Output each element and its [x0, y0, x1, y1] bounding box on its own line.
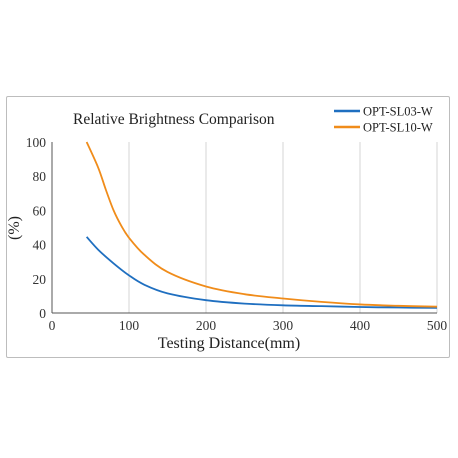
y-axis-label: (%)	[7, 216, 23, 240]
chart-svg: Relative Brightness Comparison 0 100 200 30…	[7, 105, 448, 353]
chart-title: Relative Brightness Comparison	[73, 111, 275, 128]
axes-layer	[51, 142, 437, 314]
legend: OPT-SL03-W OPT-SL10-W	[334, 105, 433, 135]
grid-layer	[128, 142, 438, 313]
series-line-opt-sl10-w	[85, 141, 438, 308]
legend-label-opt-sl10-w: OPT-SL10-W	[363, 121, 433, 135]
y-tick-label: 60	[33, 203, 47, 218]
series-layer	[85, 141, 438, 309]
x-tick-label: 100	[119, 318, 140, 333]
y-tick-label: 0	[39, 306, 46, 321]
y-tick-label: 40	[33, 238, 47, 253]
y-tick-label: 80	[33, 169, 47, 184]
tick-layer: 0 100 200 300 400 500 0 20 40 60 80 100	[26, 135, 448, 333]
chart-frame: Relative Brightness Comparison 0 100 200 30…	[6, 96, 450, 358]
y-tick-label: 100	[26, 135, 47, 150]
x-tick-label: 300	[273, 318, 294, 333]
x-tick-label: 200	[196, 318, 217, 333]
x-tick-label: 0	[49, 318, 56, 333]
x-axis-label: Testing Distance(mm)	[158, 335, 300, 352]
legend-label-opt-sl03-w: OPT-SL03-W	[363, 105, 433, 119]
y-tick-label: 20	[33, 272, 47, 287]
x-tick-label: 500	[427, 318, 448, 333]
series-line-opt-sl03-w	[85, 236, 438, 309]
x-tick-label: 400	[350, 318, 371, 333]
